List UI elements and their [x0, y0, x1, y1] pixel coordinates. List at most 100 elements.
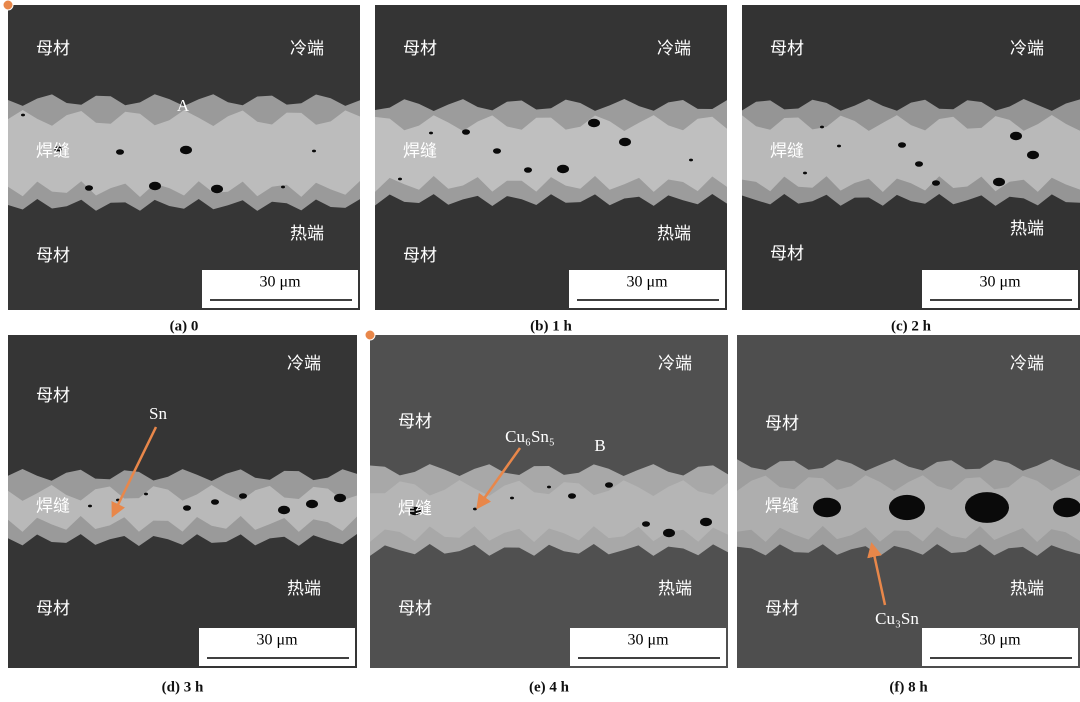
pore	[462, 129, 470, 135]
pore	[429, 131, 433, 135]
cold-end-label: 冷端	[1010, 354, 1044, 373]
weld-label: 焊缝	[398, 499, 432, 518]
base-metal-label: 母材	[403, 39, 437, 58]
pore	[889, 494, 925, 521]
scale-bar-text: 30 μm	[259, 274, 301, 291]
weld-light-phase	[8, 485, 357, 532]
pore	[183, 505, 191, 511]
annotation-arrow	[111, 426, 158, 518]
base-metal-label: 母材	[36, 39, 70, 58]
pore	[568, 493, 576, 499]
base-metal-label: 母材	[765, 414, 799, 433]
pore	[557, 164, 569, 174]
pore	[642, 521, 650, 527]
pore	[211, 499, 219, 505]
pore	[524, 167, 532, 173]
scale-bar-box	[202, 270, 358, 308]
annotation-label: Cu₃Sn	[875, 609, 919, 628]
pore	[473, 507, 477, 511]
panel-caption: (f) 8 h	[889, 679, 928, 695]
pore	[813, 497, 841, 518]
base-metal-label: 母材	[770, 244, 804, 263]
pore	[334, 493, 346, 503]
hot-end-label: 热端	[290, 224, 324, 243]
point-marker	[2, 0, 14, 11]
weld-label: 焊缝	[765, 496, 799, 515]
annotation-label: B	[594, 436, 605, 455]
scale-bar-box	[199, 628, 355, 666]
cold-end-label: 冷端	[658, 354, 692, 373]
scale-bar-text: 30 μm	[256, 632, 298, 649]
annotation-arrow	[867, 542, 887, 606]
pore	[588, 118, 600, 128]
pore	[306, 499, 318, 509]
hot-end-label: 热端	[1010, 579, 1044, 598]
pore	[85, 185, 93, 191]
pore	[820, 125, 824, 129]
pore	[663, 528, 675, 538]
weld-light-phase	[742, 115, 1080, 192]
pore	[211, 184, 223, 194]
pore	[116, 149, 124, 155]
pore	[837, 144, 841, 148]
scale-bar-box	[922, 628, 1078, 666]
hot-end-label: 热端	[1010, 219, 1044, 238]
hot-end-label: 热端	[657, 224, 691, 243]
pore	[915, 161, 923, 167]
base-metal-label: 母材	[403, 246, 437, 265]
weld-light-phase	[370, 480, 728, 542]
base-metal-label: 母材	[398, 599, 432, 618]
pore	[149, 181, 161, 191]
cold-end-label: 冷端	[1010, 39, 1044, 58]
panel-caption: (e) 4 h	[529, 679, 570, 695]
pore	[278, 505, 290, 515]
pore	[1027, 150, 1039, 160]
pore	[239, 493, 247, 499]
pore	[409, 506, 421, 516]
pore	[180, 145, 192, 155]
point-marker	[364, 329, 376, 341]
pore	[619, 137, 631, 147]
weld-label: 焊缝	[36, 141, 70, 160]
pore	[281, 185, 285, 189]
panel-caption: (b) 1 h	[530, 318, 572, 334]
pore	[965, 492, 1009, 523]
pore	[605, 482, 613, 488]
hot-end-label: 热端	[658, 579, 692, 598]
cold-end-label: 冷端	[287, 354, 321, 373]
cold-end-label: 冷端	[657, 39, 691, 58]
annotation-label: Sn	[149, 404, 167, 423]
pore	[144, 492, 148, 496]
scale-bar-box	[570, 628, 726, 666]
annotation-label: A	[177, 96, 190, 115]
pore	[312, 149, 316, 153]
pore	[547, 485, 551, 489]
scale-bar-text: 30 μm	[979, 274, 1021, 291]
base-metal-label: 母材	[398, 412, 432, 431]
panel-caption: (a) 0	[170, 318, 199, 334]
scale-bar-box	[569, 270, 725, 308]
pore	[21, 113, 25, 117]
annotation-arrow	[476, 447, 522, 510]
hot-end-label: 热端	[287, 579, 321, 598]
pore	[1010, 131, 1022, 141]
pore	[510, 496, 514, 500]
scale-bar-text: 30 μm	[626, 274, 668, 291]
pore	[993, 177, 1005, 187]
pore	[700, 517, 712, 527]
pore	[898, 142, 906, 148]
pore	[54, 146, 62, 152]
scale-bar-text: 30 μm	[627, 632, 669, 649]
base-metal-label: 母材	[770, 39, 804, 58]
pore	[88, 504, 92, 508]
pore	[689, 158, 693, 162]
weld-label: 焊缝	[770, 141, 804, 160]
base-metal-label: 母材	[36, 599, 70, 618]
